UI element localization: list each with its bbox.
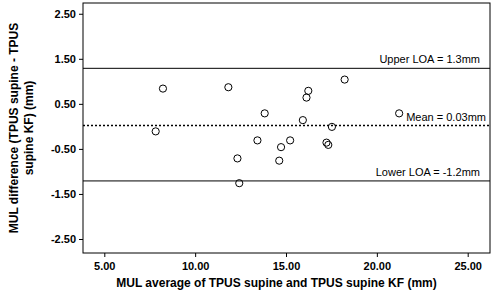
y-tick-label: 2.50 xyxy=(55,8,76,20)
x-tick xyxy=(104,253,105,257)
data-point xyxy=(234,155,241,162)
y-axis-label: supine KF) (mm) xyxy=(22,81,36,176)
x-tick-label: 20.00 xyxy=(364,260,392,272)
data-point xyxy=(328,123,335,130)
data-point xyxy=(396,110,403,117)
y-tick-label: -1.50 xyxy=(51,188,76,200)
data-point xyxy=(225,84,232,91)
reference-line-label: Lower LOA = -1.2mm xyxy=(376,166,480,178)
x-axis-label: MUL average of TPUS supine and TPUS supi… xyxy=(116,276,437,290)
data-point xyxy=(254,137,261,144)
data-point xyxy=(287,137,294,144)
data-point xyxy=(341,76,348,83)
y-tick-label: -0.50 xyxy=(51,143,76,155)
x-tick-label: 25.00 xyxy=(454,260,482,272)
x-tick xyxy=(286,253,287,257)
chart: 5.00 10.00 15.00 20.00 25.00 -2.50 -1.50 -0.50 0… xyxy=(0,0,500,293)
y-tick xyxy=(79,14,83,15)
data-point xyxy=(277,144,284,151)
reference-line xyxy=(83,125,490,127)
x-tick-label: 5.00 xyxy=(94,260,115,272)
data-point xyxy=(323,139,330,146)
reference-line-label: Mean = 0.03mm xyxy=(406,111,486,123)
y-tick-label: -2.50 xyxy=(51,233,76,245)
y-tick xyxy=(79,59,83,60)
data-point xyxy=(276,157,283,164)
reference-line-label: Upper LOA = 1.3mm xyxy=(379,53,480,65)
data-point xyxy=(303,94,310,101)
x-tick-label: 10.00 xyxy=(182,260,210,272)
plot-frame xyxy=(83,3,490,253)
y-tick-label: 1.50 xyxy=(55,53,76,65)
y-tick xyxy=(79,239,83,240)
data-point xyxy=(152,128,159,135)
data-point xyxy=(159,85,166,92)
x-tick xyxy=(377,253,378,257)
y-tick xyxy=(79,149,83,150)
y-tick xyxy=(79,194,83,195)
data-point xyxy=(305,87,312,94)
reference-line xyxy=(83,68,490,69)
plot-area xyxy=(83,68,490,186)
y-axis-label: MUL difference (TPUS supine - TPUS xyxy=(7,23,21,233)
data-point xyxy=(236,180,243,187)
x-tick-label: 15.00 xyxy=(273,260,301,272)
data-point xyxy=(299,117,306,124)
y-tick-label: 0.50 xyxy=(55,98,76,110)
data-point xyxy=(325,141,332,148)
x-tick xyxy=(195,253,196,257)
x-tick xyxy=(468,253,469,257)
y-tick xyxy=(79,104,83,105)
reference-line xyxy=(83,180,490,181)
data-point xyxy=(261,110,268,117)
